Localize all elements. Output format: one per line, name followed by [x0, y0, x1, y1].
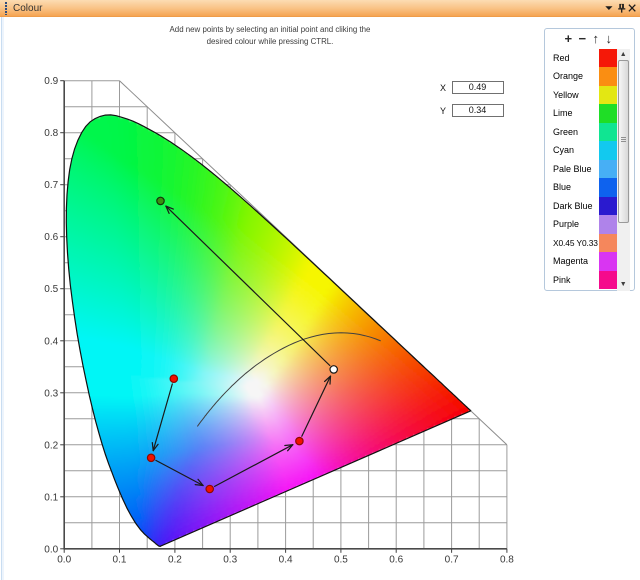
svg-text:0.1: 0.1	[44, 492, 58, 503]
svg-text:0.9: 0.9	[44, 76, 58, 87]
svg-text:0.5: 0.5	[334, 554, 348, 565]
svg-text:0.0: 0.0	[44, 544, 58, 555]
svg-text:0.6: 0.6	[389, 554, 403, 565]
svg-text:0.5: 0.5	[44, 284, 58, 295]
svg-text:0.7: 0.7	[445, 554, 459, 565]
svg-text:0.1: 0.1	[113, 554, 127, 565]
svg-text:0.0: 0.0	[57, 554, 71, 565]
svg-text:0.6: 0.6	[44, 232, 58, 243]
svg-text:0.4: 0.4	[44, 336, 58, 347]
svg-text:0.3: 0.3	[223, 554, 237, 565]
svg-text:0.2: 0.2	[168, 554, 182, 565]
svg-text:0.4: 0.4	[279, 554, 293, 565]
svg-text:0.8: 0.8	[500, 554, 514, 565]
svg-text:0.3: 0.3	[44, 388, 58, 399]
svg-text:0.7: 0.7	[44, 180, 58, 191]
svg-text:0.8: 0.8	[44, 128, 58, 139]
svg-text:0.2: 0.2	[44, 440, 58, 451]
